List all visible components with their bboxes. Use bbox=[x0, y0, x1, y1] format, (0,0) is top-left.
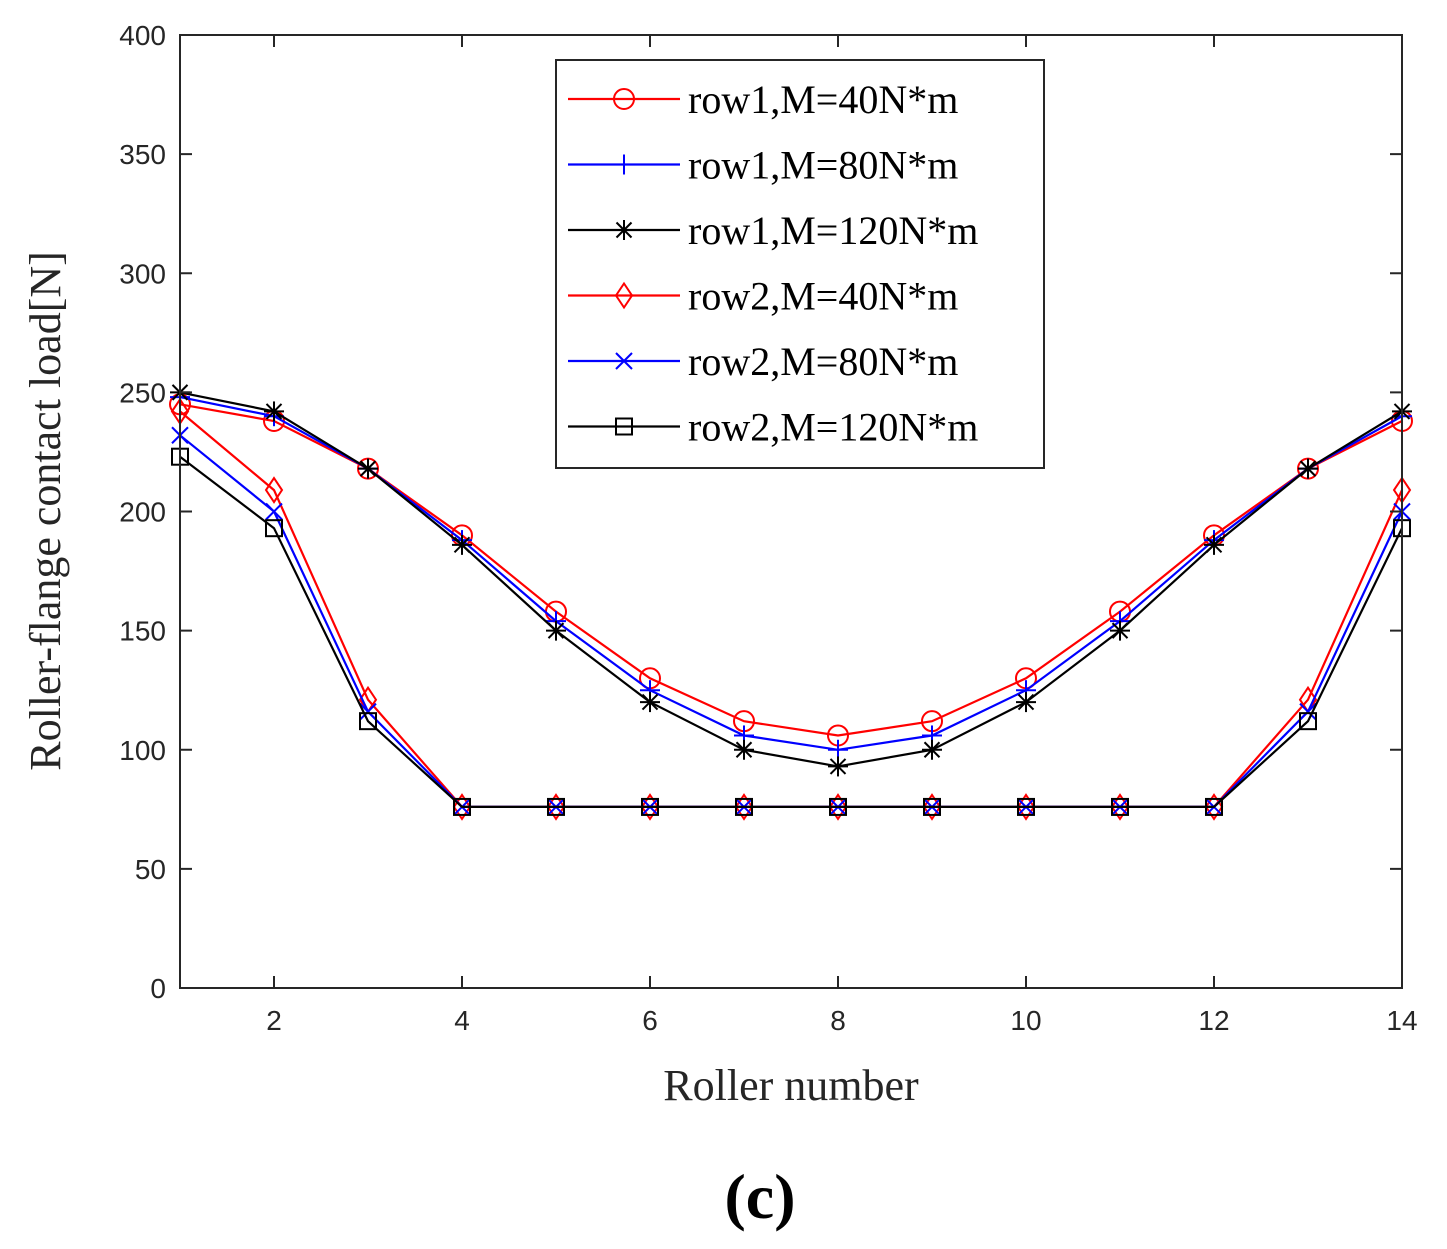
data-point-3-7 bbox=[734, 739, 754, 760]
data-point-3-8 bbox=[828, 756, 848, 777]
data-point-3-12 bbox=[1204, 534, 1224, 555]
data-point-3-10 bbox=[1016, 692, 1036, 713]
y-tick-label: 400 bbox=[119, 20, 166, 51]
data-point-4-2 bbox=[264, 476, 284, 504]
ticks-layer: 0 50 100 150 200 250 300 350 400 2 4 6 8 10 12 14 bbox=[119, 20, 1417, 1036]
data-point-6-10 bbox=[1017, 797, 1035, 816]
data-point-6-5 bbox=[547, 797, 565, 816]
data-point-6-4 bbox=[453, 797, 471, 816]
legend-entry-6: row2,M=120N*m bbox=[568, 405, 978, 450]
panel-label: (c) bbox=[724, 1161, 795, 1232]
series-line-6 bbox=[179, 455, 1403, 809]
x-tick-label: 4 bbox=[454, 1005, 470, 1036]
legend-entry-5: row2,M=80N*m bbox=[568, 339, 958, 384]
y-tick-label: 200 bbox=[119, 497, 166, 528]
data-point-3-11 bbox=[1110, 620, 1130, 641]
legend-marker bbox=[614, 220, 634, 240]
legend-marker bbox=[614, 281, 634, 310]
data-point-3-5 bbox=[546, 620, 566, 641]
data-point-3-3 bbox=[358, 458, 378, 479]
x-tick-label: 2 bbox=[266, 1005, 282, 1036]
legend-box bbox=[555, 59, 1045, 469]
data-point-2-8 bbox=[828, 739, 848, 760]
data-point-6-7 bbox=[735, 797, 753, 816]
x-tick-label: 14 bbox=[1386, 1005, 1417, 1036]
data-point-5-13 bbox=[1299, 702, 1317, 721]
data-point-6-3 bbox=[359, 712, 377, 731]
legend-marker bbox=[615, 417, 633, 436]
legend-marker bbox=[613, 88, 635, 110]
data-point-3-9 bbox=[922, 739, 942, 760]
data-point-3-13 bbox=[1298, 458, 1318, 479]
legend-label: row2,M=120N*m bbox=[688, 405, 978, 450]
legend-entry-2: row1,M=80N*m bbox=[568, 143, 958, 188]
data-point-6-11 bbox=[1111, 797, 1129, 816]
legend-entry-3: row1,M=120N*m bbox=[568, 208, 978, 253]
data-point-5-3 bbox=[359, 702, 377, 721]
x-tick-label: 10 bbox=[1010, 1005, 1041, 1036]
data-point-6-2 bbox=[265, 519, 283, 538]
y-tick-label: 50 bbox=[135, 854, 166, 885]
series-line-3 bbox=[179, 391, 1403, 768]
x-tick-label: 6 bbox=[642, 1005, 658, 1036]
legend-marker bbox=[614, 154, 634, 175]
data-point-3-4 bbox=[452, 534, 472, 555]
data-point-3-2 bbox=[264, 401, 284, 422]
y-tick-label: 350 bbox=[119, 139, 166, 170]
legend-entry-1: row1,M=40N*m bbox=[568, 77, 958, 122]
data-point-5-2 bbox=[265, 502, 283, 521]
legend-label: row1,M=80N*m bbox=[688, 143, 958, 188]
y-tick-label: 150 bbox=[119, 616, 166, 647]
x-tick-label: 8 bbox=[830, 1005, 846, 1036]
legend-label: row1,M=120N*m bbox=[688, 208, 978, 253]
y-tick-label: 250 bbox=[119, 377, 166, 408]
y-tick-label: 0 bbox=[150, 973, 166, 1004]
x-tick-label: 12 bbox=[1198, 1005, 1229, 1036]
legend-label: row1,M=40N*m bbox=[688, 77, 958, 122]
legend-marker bbox=[615, 352, 633, 370]
y-tick-label: 300 bbox=[119, 258, 166, 289]
legend-label: row2,M=80N*m bbox=[688, 339, 958, 384]
data-point-3-6 bbox=[640, 692, 660, 713]
legend-label: row2,M=40N*m bbox=[688, 274, 958, 319]
data-point-6-13 bbox=[1299, 712, 1317, 731]
data-point-6-12 bbox=[1205, 797, 1223, 816]
data-point-6-8 bbox=[829, 797, 847, 816]
x-axis-title: Roller number bbox=[663, 1061, 919, 1110]
legend-entry-4: row2,M=40N*m bbox=[568, 274, 958, 319]
legend: row1,M=40N*m row1,M=80N*m row1,M=120N*m row… bbox=[555, 59, 1045, 469]
y-tick-label: 100 bbox=[119, 735, 166, 766]
data-point-6-6 bbox=[641, 797, 659, 816]
y-axis-title: Roller-flange contact load[N] bbox=[21, 251, 70, 771]
series-3 bbox=[170, 382, 1412, 777]
data-point-6-9 bbox=[923, 797, 941, 816]
